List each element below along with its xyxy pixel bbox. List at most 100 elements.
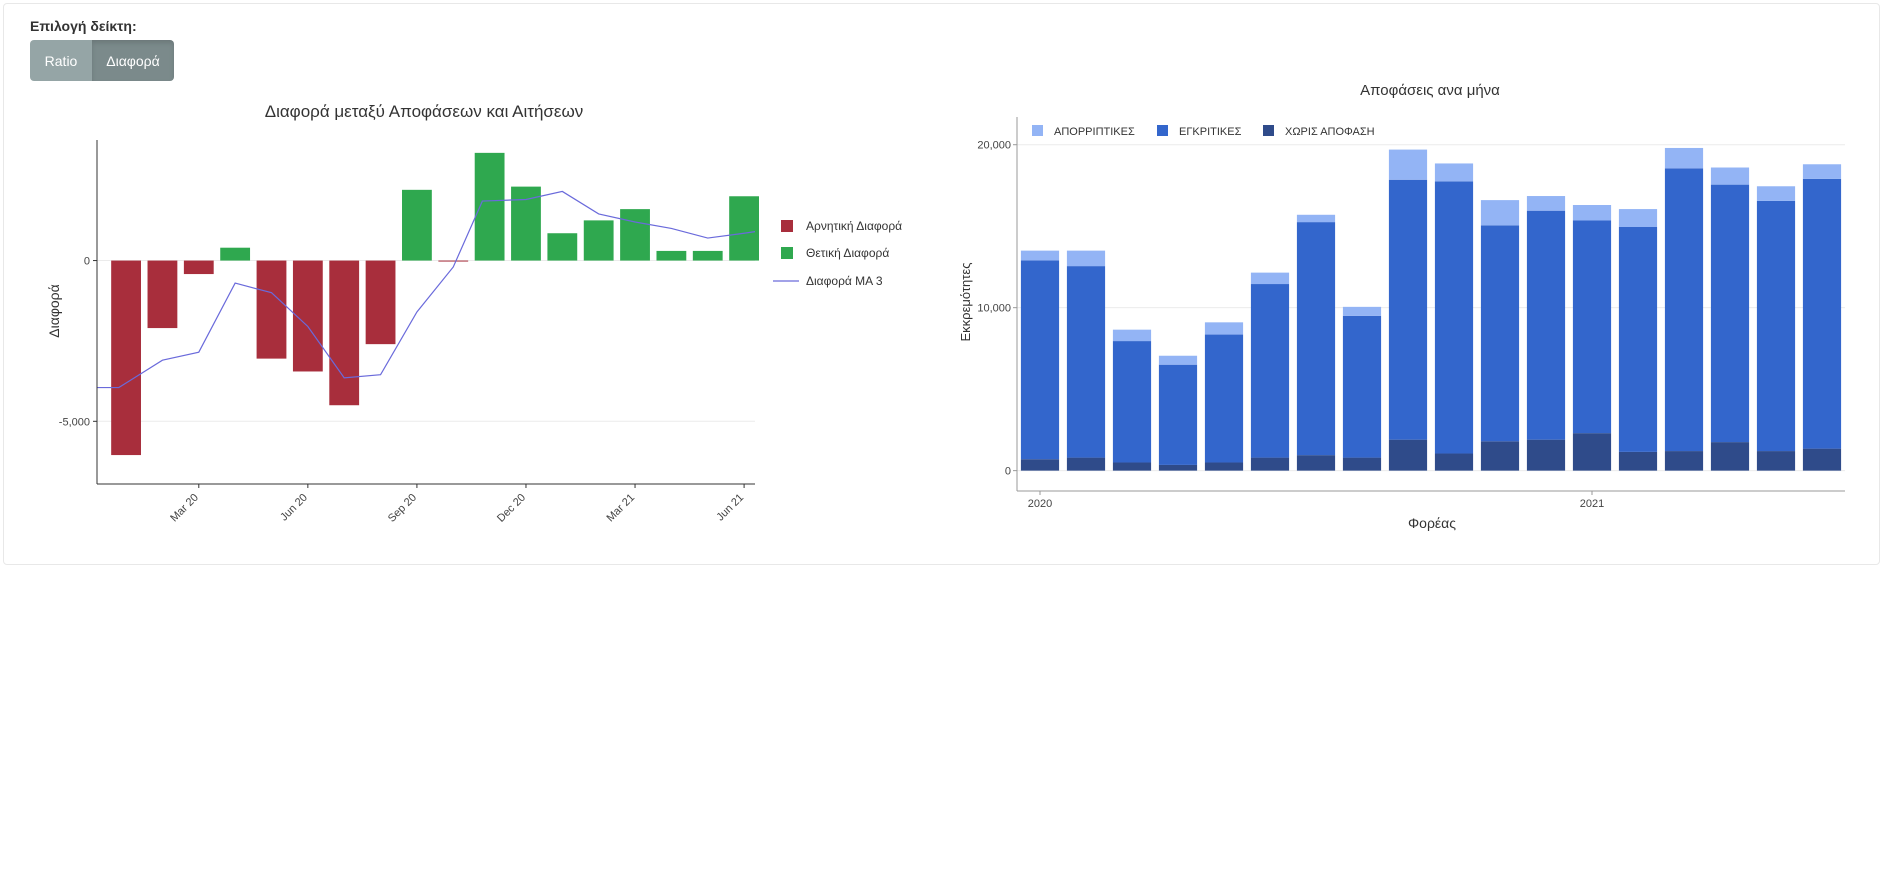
stacked-bar-segment — [1342, 306, 1382, 316]
stacked-bar-segment — [1802, 178, 1842, 449]
positive-difference-bar — [656, 250, 687, 261]
positive-difference-bar — [692, 250, 723, 261]
stacked-bar-segment — [1802, 164, 1842, 179]
difference-y-axis-label: Διαφορά — [46, 284, 62, 337]
stacked-bar-segment — [1526, 196, 1566, 211]
indicator-selector-label: Επιλογή δείκτη: — [30, 18, 137, 34]
stacked-bar-segment — [1618, 209, 1658, 227]
stacked-bar-segment — [1020, 459, 1060, 471]
negative-difference-bar — [256, 260, 287, 359]
stacked-bar-segment — [1434, 163, 1474, 182]
indicator-button-group: Ratio Διαφορά — [30, 40, 174, 81]
stacked-bar-segment — [1388, 149, 1428, 180]
stacked-bar-segment — [1710, 184, 1750, 443]
stacked-bar-segment — [1526, 439, 1566, 471]
negative-difference-bar — [365, 260, 396, 345]
stacked-bar-segment — [1480, 200, 1520, 226]
difference-chart: Διαφορά μεταξύ Αποφάσεων και Αιτήσεων Δι… — [46, 102, 902, 525]
ratio-button[interactable]: Ratio — [30, 40, 92, 81]
stacked-bar-segment — [1204, 462, 1244, 471]
decisions-y-axis-label: Εκκρεμότητες — [958, 263, 973, 342]
stacked-bar-segment — [1480, 225, 1520, 442]
decisions-legend-label: ΑΠΟΡΡΙΠΤΙΚΕΣ — [1054, 126, 1135, 138]
stacked-bar-segment — [1434, 453, 1474, 471]
stacked-bar-segment — [1664, 168, 1704, 452]
difference-chart-title: Διαφορά μεταξύ Αποφάσεων και Αιτήσεων — [265, 102, 584, 121]
difference-legend-label: Αρνητική Διαφορά — [806, 219, 902, 233]
decisions-legend-label: ΧΩΡΙΣ ΑΠΟΦΑΣΗ — [1285, 126, 1375, 138]
stacked-bar-segment — [1756, 186, 1796, 201]
decisions-x-tick-label: 2021 — [1580, 498, 1604, 510]
negative-difference-bar — [329, 260, 360, 406]
legend-swatch-icon — [781, 247, 793, 259]
stacked-bar-segment — [1066, 250, 1106, 267]
stacked-bar-segment — [1296, 222, 1336, 456]
difference-button[interactable]: Διαφορά — [92, 40, 174, 81]
decisions-chart: Αποφάσεις ανα μήνα Εκκρεμότητες Φορέας 0… — [958, 82, 1845, 531]
stacked-bar-segment — [1664, 451, 1704, 471]
negative-difference-bar — [292, 260, 323, 372]
positive-difference-bar — [547, 233, 578, 261]
stacked-bar-segment — [1020, 260, 1060, 460]
decisions-y-tick-label: 10,000 — [977, 303, 1011, 315]
stacked-bar-segment — [1618, 451, 1658, 471]
negative-difference-bar — [111, 260, 141, 456]
stacked-bar-segment — [1342, 457, 1382, 471]
decisions-y-tick-label: 20,000 — [977, 140, 1011, 152]
moving-average-line — [97, 190, 756, 389]
stacked-bar-segment — [1250, 284, 1290, 458]
decisions-x-axis-label: Φορέας — [1408, 515, 1456, 531]
decisions-legend-swatch-icon — [1263, 125, 1274, 136]
stacked-bar-segment — [1618, 227, 1658, 452]
stacked-bar-segment — [1388, 439, 1428, 471]
negative-difference-bar — [183, 260, 214, 275]
decisions-x-tick-label: 2020 — [1028, 498, 1052, 510]
difference-y-tick-label: -5,000 — [59, 416, 90, 428]
stacked-bar-segment — [1710, 167, 1750, 185]
stacked-bar-segment — [1756, 200, 1796, 452]
stacked-bar-segment — [1066, 457, 1106, 471]
stacked-bar-segment — [1572, 433, 1612, 471]
decisions-y-tick-label: 0 — [1005, 466, 1011, 478]
stacked-bar-segment — [1388, 179, 1428, 440]
stacked-bar-segment — [1572, 205, 1612, 221]
stacked-bar-segment — [1066, 266, 1106, 458]
stacked-bar-segment — [1756, 451, 1796, 471]
stacked-bar-segment — [1526, 210, 1566, 440]
positive-difference-bar — [620, 209, 650, 261]
decisions-legend-swatch-icon — [1032, 125, 1043, 136]
positive-difference-bar — [583, 220, 614, 261]
stacked-bar-segment — [1342, 315, 1382, 458]
negative-difference-bar — [438, 260, 469, 262]
stacked-bar-segment — [1480, 441, 1520, 471]
stacked-bar-segment — [1296, 455, 1336, 471]
stacked-bar-segment — [1802, 448, 1842, 471]
positive-difference-bar — [729, 196, 759, 261]
stacked-bar-segment — [1158, 355, 1198, 365]
positive-difference-bar — [220, 247, 251, 261]
stacked-bar-segment — [1710, 442, 1750, 471]
stacked-bar-segment — [1296, 214, 1336, 223]
stacked-bar-segment — [1250, 272, 1290, 285]
stacked-bar-segment — [1572, 220, 1612, 434]
stacked-bar-segment — [1664, 147, 1704, 169]
stacked-bar-segment — [1434, 181, 1474, 454]
stacked-bar-segment — [1204, 334, 1244, 463]
positive-difference-bar — [402, 189, 432, 261]
stacked-bar-segment — [1204, 322, 1244, 335]
difference-legend-label: Θετική Διαφορά — [806, 246, 889, 260]
stacked-bar-segment — [1020, 250, 1060, 261]
stacked-bar-segment — [1158, 364, 1198, 465]
negative-difference-bar — [147, 260, 178, 329]
stacked-bar-segment — [1158, 464, 1198, 471]
difference-y-tick-label: 0 — [84, 256, 90, 268]
difference-legend-label: Διαφορά MA 3 — [806, 274, 883, 288]
stacked-bar-segment — [1112, 462, 1152, 471]
stacked-bar-segment — [1112, 341, 1152, 463]
stacked-bar-segment — [1250, 457, 1290, 471]
decisions-legend-label: ΕΓΚΡΙΤΙΚΕΣ — [1179, 126, 1242, 138]
decisions-legend-swatch-icon — [1157, 125, 1168, 136]
legend-swatch-icon — [781, 220, 793, 232]
stacked-bar-segment — [1112, 329, 1152, 342]
decisions-chart-title: Αποφάσεις ανα μήνα — [1360, 82, 1500, 99]
